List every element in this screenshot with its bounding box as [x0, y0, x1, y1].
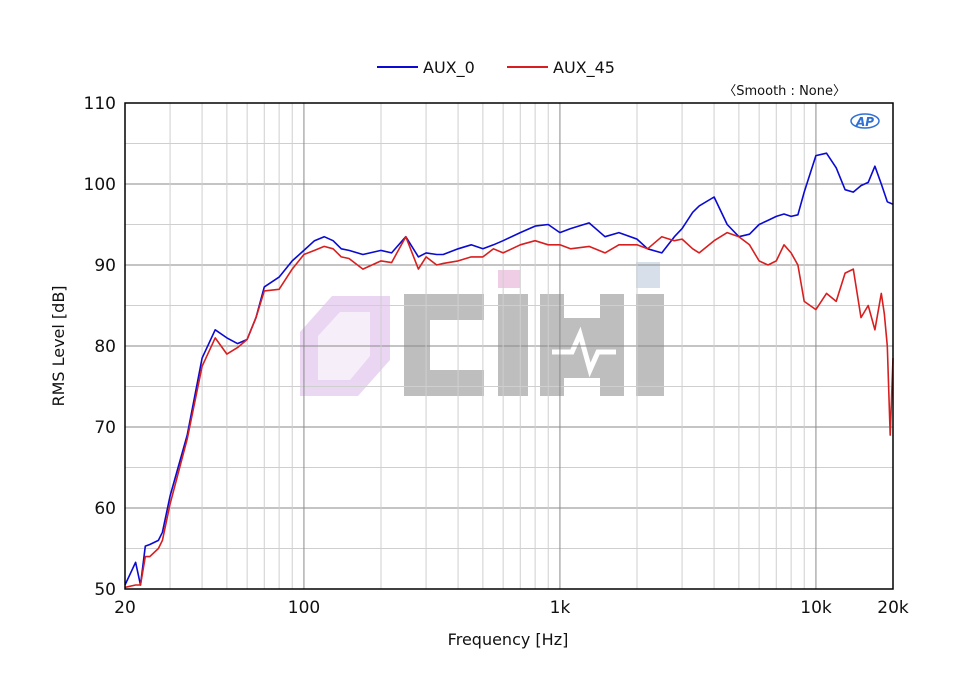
- y-axis-ticks: 50 60 70 80 90 100 110: [84, 94, 116, 600]
- series-line-aux45: [124, 231, 894, 589]
- y-tick-label: 110: [84, 94, 116, 114]
- x-tick-label: 1k: [550, 598, 571, 618]
- series-line-aux0: [124, 152, 894, 586]
- series-lines: [124, 152, 894, 589]
- ap-logo-text: AP: [855, 115, 874, 129]
- x-axis-ticks: 20 100 1k 10k 20k: [114, 598, 909, 618]
- ap-logo: AP: [850, 113, 880, 129]
- y-tick-label: 50: [94, 580, 116, 600]
- y-tick-label: 70: [94, 418, 116, 438]
- legend-label-aux45: AUX_45: [553, 58, 615, 78]
- smoothing-annotation: 〈Smooth : None〉: [723, 84, 846, 99]
- plot-frame: [124, 102, 894, 590]
- x-axis-title: Frequency [Hz]: [448, 630, 569, 649]
- x-tick-label: 20: [114, 598, 136, 618]
- y-axis-title: RMS Level [dB]: [49, 285, 68, 406]
- cihi-watermark-logo: [300, 262, 664, 396]
- x-tick-label: 10k: [800, 598, 832, 618]
- y-tick-label: 80: [94, 337, 116, 357]
- legend-label-aux0: AUX_0: [423, 58, 475, 78]
- x-tick-label: 20k: [877, 598, 909, 618]
- y-tick-label: 100: [84, 175, 116, 195]
- x-tick-label: 100: [288, 598, 320, 618]
- plot-grid: [125, 103, 893, 589]
- y-tick-label: 90: [94, 256, 116, 276]
- legend: AUX_0 AUX_45: [377, 58, 615, 78]
- y-tick-label: 60: [94, 499, 116, 519]
